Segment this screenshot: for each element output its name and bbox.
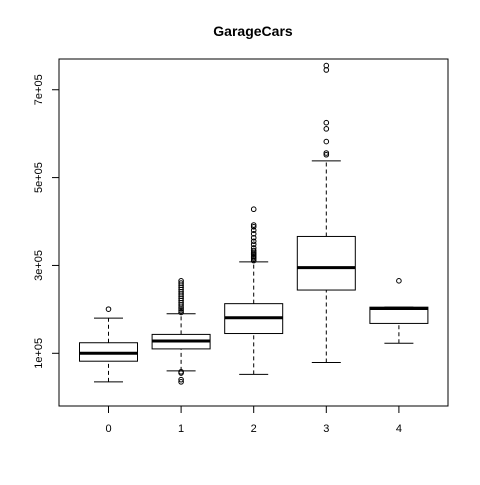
chart-title: GarageCars [213, 23, 293, 39]
outlier-point [250, 234, 257, 241]
outlier-point [178, 306, 184, 312]
box-group-2 [224, 206, 284, 375]
box-group-4 [369, 278, 429, 344]
x-axis: 0 1 2 3 4 [105, 405, 402, 435]
outlier-point [178, 278, 184, 284]
box-group-0 [79, 306, 138, 383]
y-tick-label: 7e+05 [33, 74, 45, 105]
x-tick-label: 3 [323, 423, 329, 435]
box [296, 235, 356, 291]
outlier-point [178, 280, 184, 286]
outlier-point [178, 309, 184, 316]
outlier-point [178, 379, 184, 385]
x-tick-label: 2 [251, 423, 257, 435]
y-tick-label: 5e+05 [33, 162, 45, 193]
outlier-point [323, 138, 330, 145]
outlier-point [323, 150, 330, 156]
x-tick-label: 0 [105, 423, 111, 435]
outlier-point [178, 376, 184, 383]
boxes [79, 62, 429, 385]
outlier-point [250, 222, 257, 228]
x-tick-label: 1 [178, 423, 184, 435]
outlier-point [250, 206, 257, 213]
y-axis: 1e+05 3e+05 5e+05 7e+05 [33, 74, 60, 369]
y-tick-label: 1e+05 [33, 338, 45, 369]
x-tick-label: 4 [396, 423, 402, 435]
outlier-point [178, 368, 184, 375]
outlier-point [396, 278, 402, 284]
box-group-3 [296, 62, 356, 364]
outlier-point [323, 126, 330, 132]
outlier-point [250, 231, 257, 237]
outlier-point [323, 62, 330, 69]
outlier-point [250, 238, 257, 245]
outlier-point [323, 119, 330, 126]
box-group-1 [151, 278, 211, 385]
outlier-point [250, 227, 257, 234]
y-tick-label: 3e+05 [33, 250, 45, 281]
outlier-point [250, 247, 257, 254]
outlier-point [250, 245, 257, 251]
outlier-point [323, 151, 330, 158]
outlier-point [250, 241, 257, 248]
outlier-point [178, 307, 184, 314]
outlier-point [250, 223, 257, 230]
outlier-point [105, 306, 112, 312]
